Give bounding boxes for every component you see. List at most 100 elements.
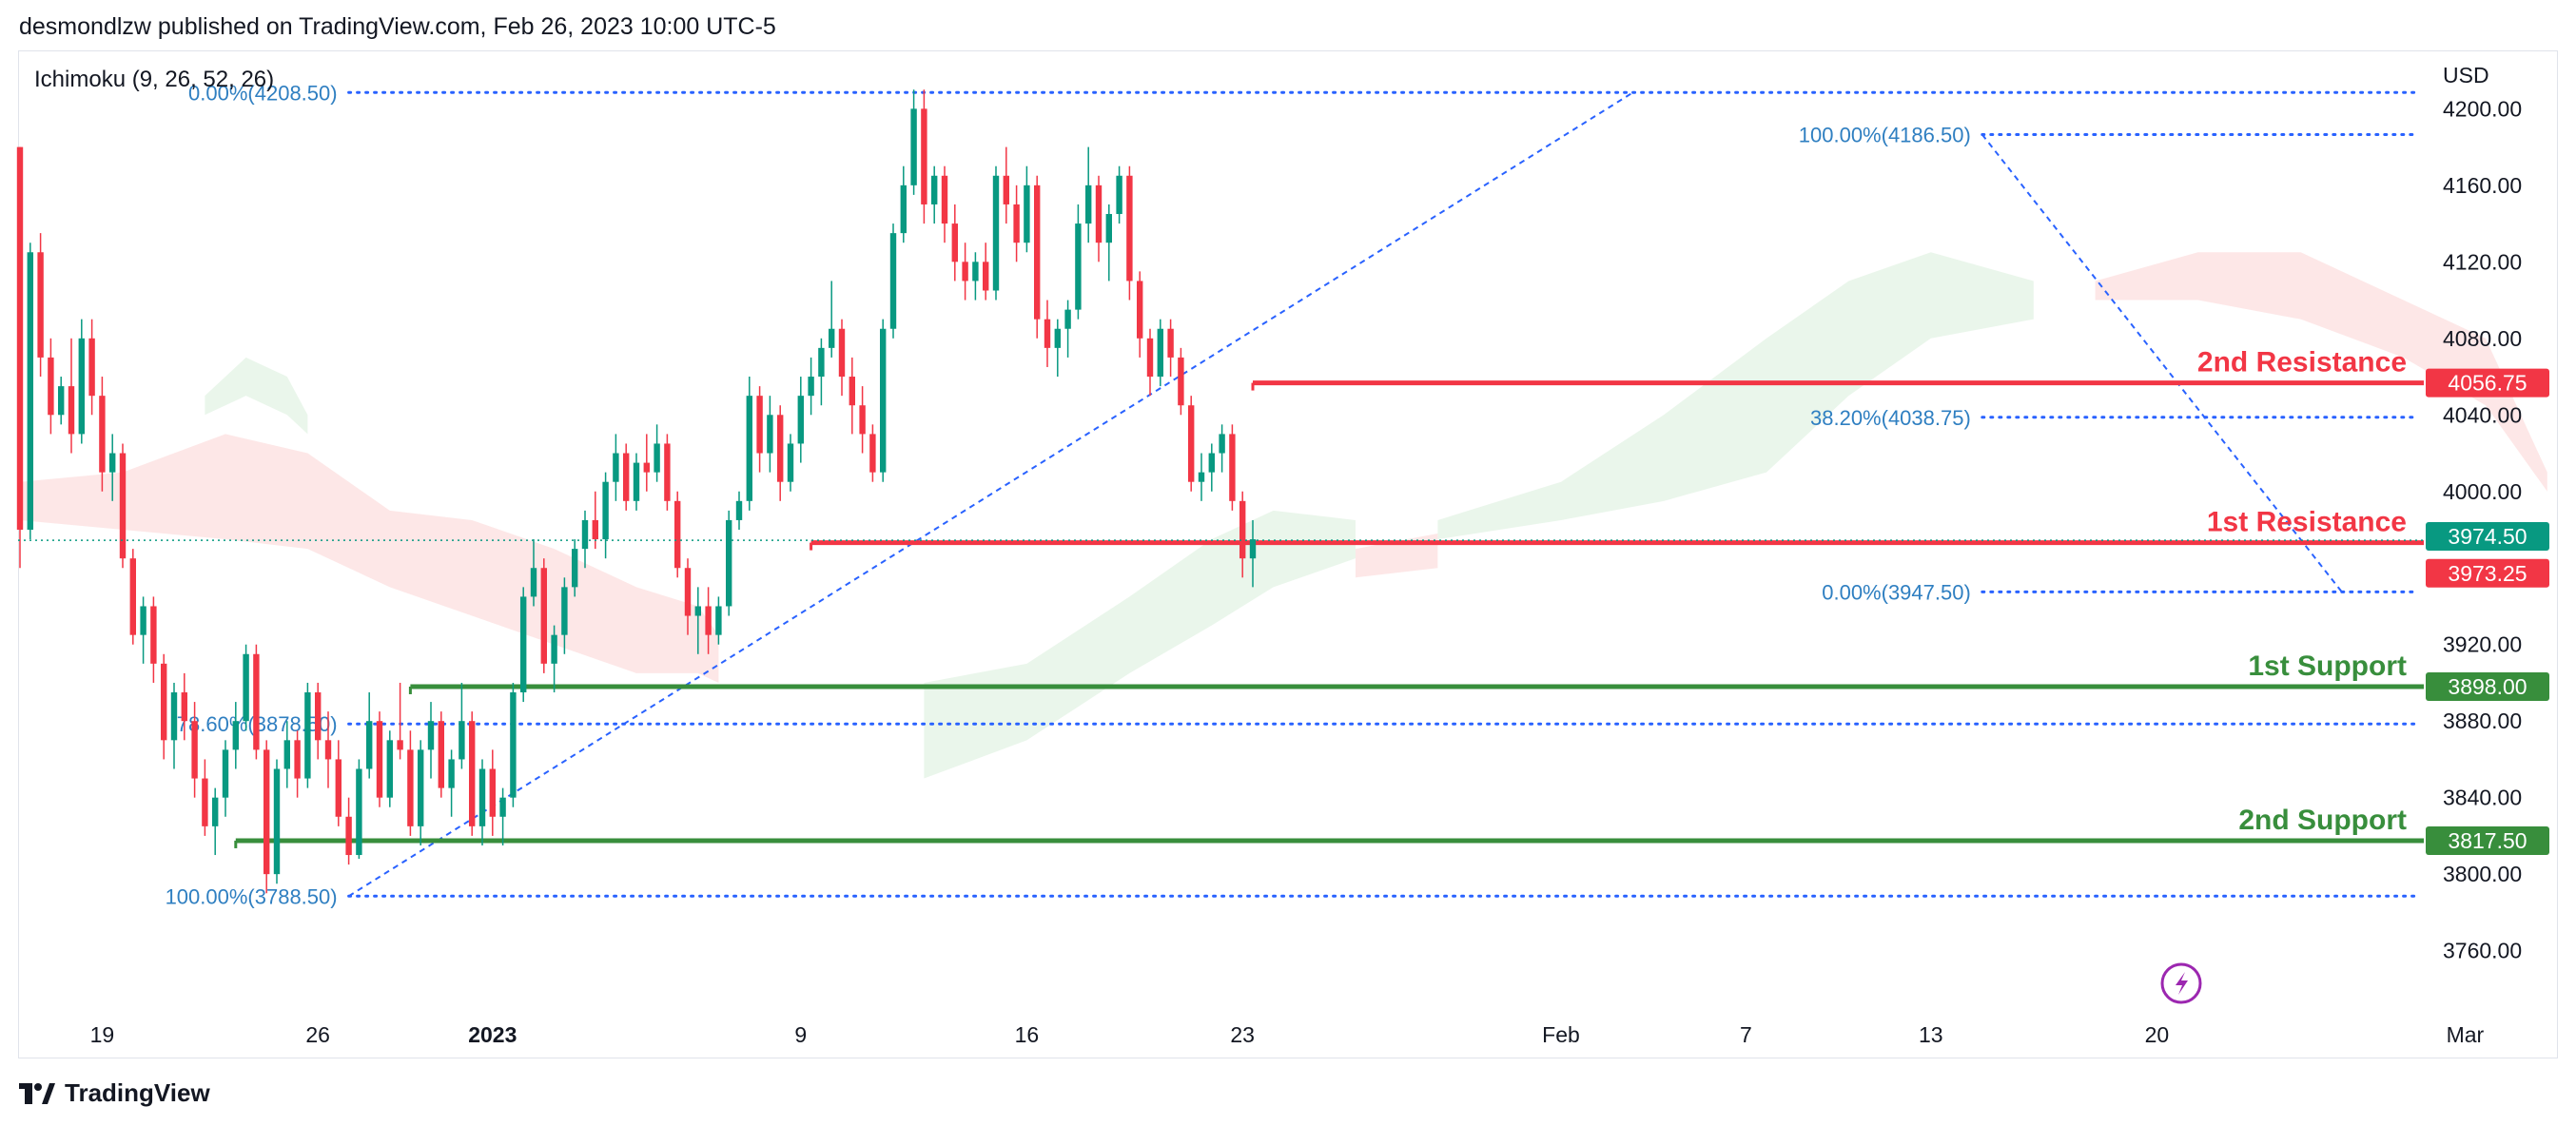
candle-body-0 — [16, 146, 24, 530]
candle-body-97 — [1013, 204, 1020, 243]
candle-body-65 — [684, 568, 692, 616]
fib-levels: 0.00%(4208.50)78.60%(3878.50)100.00%(378… — [166, 81, 2416, 908]
candle-body-119 — [1239, 500, 1246, 559]
candle-body-87 — [910, 108, 917, 185]
candle-body-84 — [880, 328, 887, 473]
candle-body-8 — [99, 396, 106, 473]
candle-body-67 — [705, 606, 712, 635]
candle-body-110 — [1146, 338, 1154, 378]
candle-body-105 — [1095, 184, 1103, 243]
candle-body-117 — [1219, 434, 1225, 454]
candle-body-72 — [756, 396, 763, 454]
fib-label-2: 100.00%(3788.50) — [166, 884, 338, 908]
candle-body-7 — [88, 338, 95, 397]
level-name-1: 1st Resistance — [2207, 507, 2407, 538]
candle-body-120 — [1249, 539, 1257, 559]
candle-body-24 — [263, 749, 270, 875]
candle-body-78 — [818, 347, 825, 378]
y-tick-label-3: 3880.00 — [2443, 709, 2522, 733]
candle-body-12 — [140, 606, 146, 635]
tradingview-logo[interactable]: TradingView — [19, 1078, 210, 1108]
candle-body-33 — [356, 768, 362, 856]
indicator-legend[interactable]: Ichimoku (9, 26, 52, 26) — [34, 67, 275, 92]
replay-icon[interactable] — [2160, 962, 2202, 1004]
level-badge-2-bg — [2426, 671, 2549, 701]
x-tick-label-0: 19 — [90, 1022, 115, 1047]
candle-body-11 — [129, 558, 136, 635]
candle-body-23 — [253, 653, 260, 750]
candle-body-91 — [951, 223, 958, 262]
candles — [16, 89, 2424, 894]
price-axis: 3760.00 3800.00 3840.00 3880.00 3920.00 4000.… — [2443, 96, 2522, 962]
candle-body-106 — [1105, 214, 1112, 243]
candle-body-104 — [1085, 184, 1092, 224]
fib-label-4: 38.20%(4038.75) — [1810, 406, 1971, 430]
candle-body-22 — [243, 653, 249, 722]
fib-trend-line-0 — [348, 91, 1634, 898]
candle-body-61 — [643, 462, 650, 473]
candle-body-41 — [438, 721, 444, 788]
candle-body-6 — [78, 338, 85, 435]
level-badge-1: 3973.25 — [2448, 561, 2527, 586]
candle-body-80 — [838, 328, 846, 378]
candle-body-92 — [962, 262, 968, 282]
candle-body-20 — [222, 749, 229, 798]
candle-body-47 — [499, 797, 506, 817]
candle-body-85 — [889, 233, 897, 329]
price-badges: 4056.75 3973.25 3898.00 3817.50 3974.50 — [2426, 368, 2549, 855]
level-badge-2: 3898.00 — [2448, 674, 2527, 699]
x-tick-label-5: 23 — [1230, 1022, 1255, 1047]
level-badge-1-bg — [2426, 558, 2549, 588]
publisher-header: desmondlzw published on TradingView.com,… — [19, 13, 776, 40]
candle-body-56 — [592, 519, 598, 540]
tradingview-logo-icon — [19, 1082, 55, 1104]
candle-body-111 — [1157, 328, 1163, 378]
candle-body-48 — [510, 692, 517, 798]
x-tick-label-3: 9 — [794, 1022, 807, 1047]
x-tick-label-10: Mar — [2447, 1022, 2485, 1047]
candle-body-115 — [1198, 472, 1205, 482]
candle-body-93 — [972, 262, 979, 282]
candle-body-37 — [397, 740, 403, 750]
cloud-segment-4 — [1356, 534, 1438, 578]
candle-body-100 — [1044, 319, 1051, 348]
x-tick-label-1: 26 — [305, 1022, 330, 1047]
candle-body-14 — [161, 663, 167, 741]
candle-body-3 — [48, 357, 54, 416]
candle-body-64 — [674, 500, 681, 569]
candle-body-76 — [797, 396, 804, 444]
x-tick-label-4: 16 — [1015, 1022, 1040, 1047]
candle-body-36 — [386, 740, 393, 798]
currency-label: USD — [2443, 63, 2489, 87]
chart-frame[interactable] — [18, 50, 2558, 1058]
y-tick-label-10: 4200.00 — [2443, 96, 2522, 121]
y-tick-label-0: 3760.00 — [2443, 939, 2522, 963]
candle-body-90 — [941, 175, 948, 224]
candle-body-71 — [746, 396, 752, 501]
candle-body-88 — [921, 108, 927, 204]
candle-body-60 — [633, 462, 640, 501]
candle-body-34 — [366, 721, 373, 769]
candle-body-27 — [294, 740, 301, 779]
candle-body-81 — [849, 377, 855, 406]
candle-body-10 — [119, 453, 127, 559]
cloud-segment-1 — [205, 357, 308, 435]
fib-label-0: 0.00%(4208.50) — [188, 81, 338, 105]
candle-body-62 — [654, 443, 660, 473]
candle-body-114 — [1188, 405, 1195, 482]
candle-body-4 — [58, 386, 65, 416]
candle-body-69 — [726, 519, 732, 607]
x-tick-label-7: 7 — [1740, 1022, 1752, 1047]
candle-body-44 — [469, 721, 476, 826]
level-badge-0-bg — [2426, 368, 2549, 398]
candle-body-89 — [931, 175, 938, 204]
time-axis: 19 26 2023 9 16 23 Feb 7 13 20 Mar — [90, 1022, 2485, 1047]
y-tick-label-9: 4160.00 — [2443, 173, 2522, 198]
y-tick-label-7: 4080.00 — [2443, 326, 2522, 351]
fib-trend-lines — [348, 91, 2343, 898]
candle-body-1 — [27, 252, 33, 530]
candle-body-55 — [581, 519, 589, 550]
cloud-segment-3 — [1437, 252, 2034, 540]
candle-body-53 — [561, 587, 568, 635]
